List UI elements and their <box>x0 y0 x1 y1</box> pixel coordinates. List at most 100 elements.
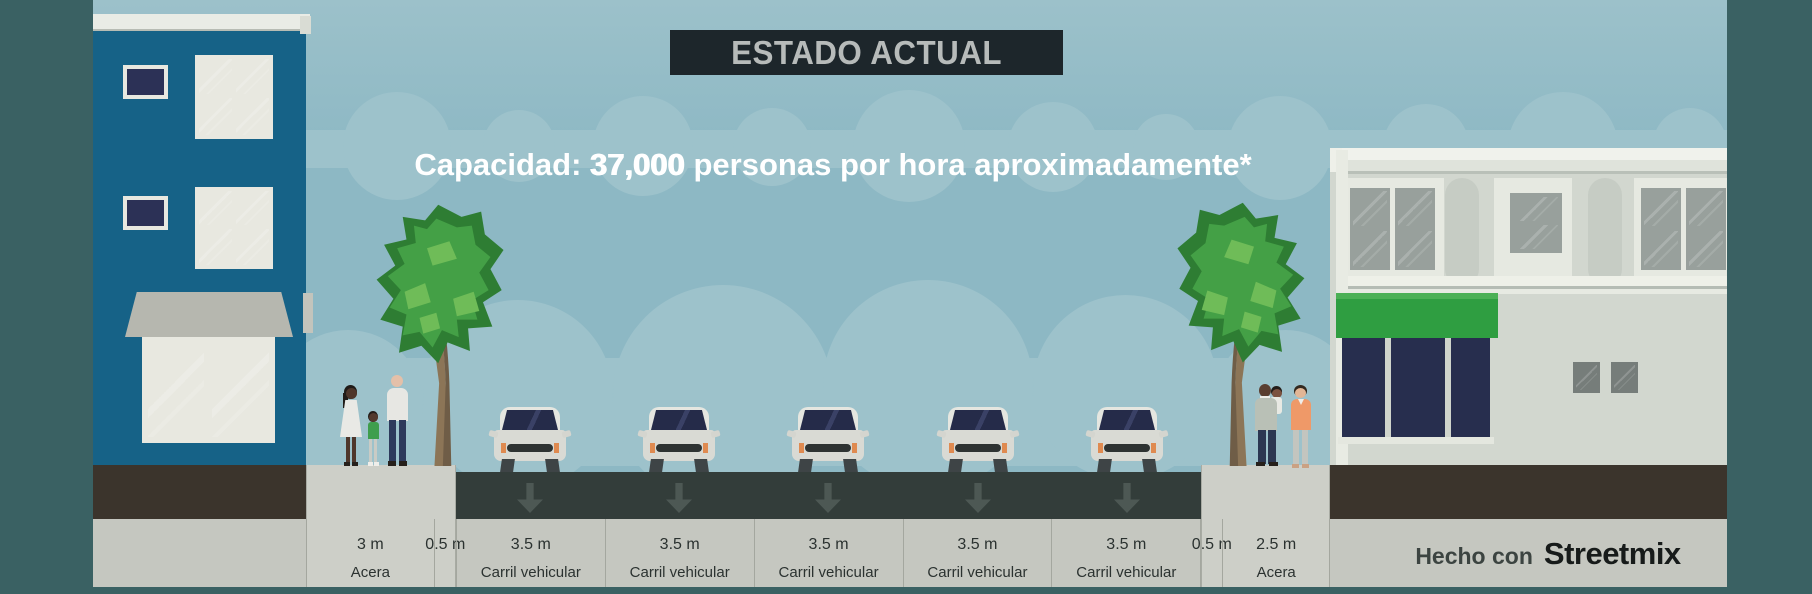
pedestrian-adult <box>385 375 410 466</box>
small-window <box>1611 362 1638 393</box>
segment-name-label: Carril vehicular <box>629 564 730 581</box>
storefront-mullion <box>1445 338 1451 437</box>
window-glass <box>236 229 269 265</box>
building-right-cornice-band <box>1336 160 1727 174</box>
segment-width-label: 3.5 m <box>957 536 998 553</box>
car <box>786 407 870 472</box>
cloud-puff <box>483 110 555 182</box>
small-window <box>1573 362 1600 393</box>
segment-carril-4: 3.5 m Carril vehicular <box>902 519 1052 587</box>
measurement-row: 3 m Acera 0.5 m 3.5 m Carril vehicular 3… <box>306 519 1330 587</box>
window-glass <box>236 191 269 225</box>
street-scene: 3 m Acera 0.5 m 3.5 m Carril vehicular 3… <box>93 0 1727 587</box>
segment-acera-left: 3 m Acera <box>306 519 434 587</box>
car-windshield <box>800 410 856 430</box>
storefront-sill <box>1338 437 1494 444</box>
window-glass <box>236 98 269 135</box>
storefront-glass <box>1342 338 1490 437</box>
window-glass <box>127 69 164 95</box>
pedestrian-man-with-child <box>1255 384 1285 466</box>
car <box>936 407 1020 472</box>
storefront-mullion <box>1385 338 1391 437</box>
cloud-puff <box>853 90 965 202</box>
segment-name-label: Carril vehicular <box>778 564 879 581</box>
segment-name-label: Carril vehicular <box>927 564 1028 581</box>
credit-line: Hecho con Streetmix <box>1383 536 1713 572</box>
cloud-puff <box>593 96 693 196</box>
segment-width-label: 3.5 m <box>510 536 551 553</box>
window <box>195 55 273 139</box>
segment-name-label: Carril vehicular <box>1076 564 1177 581</box>
tree <box>1177 202 1305 466</box>
car <box>488 407 572 472</box>
building-left-cornice-tab <box>300 16 311 34</box>
awning-gray <box>125 292 293 337</box>
segment-carril-2: 3.5 m Carril vehicular <box>604 519 754 587</box>
window-glass <box>199 191 232 225</box>
pilaster <box>1445 178 1479 286</box>
segment-carril-1: 3.5 m Carril vehicular <box>455 519 605 587</box>
cloud-puff <box>733 108 811 186</box>
storefront-glass <box>212 343 269 437</box>
building-left-cornice <box>93 14 310 31</box>
dirt-strip-right <box>1330 465 1727 519</box>
capacity-suffix: personas por hora aproximadamente* <box>693 147 1252 182</box>
cloud-puff <box>1228 96 1332 200</box>
storefront-window <box>142 337 275 443</box>
awning-side-flap <box>303 293 313 333</box>
segment-acera-right: 2.5 m Acera <box>1222 519 1330 587</box>
pedestrian-child <box>366 411 381 466</box>
window <box>1350 188 1390 270</box>
tree <box>376 204 504 466</box>
segment-width-label: 3.5 m <box>659 536 700 553</box>
segment-width-label: 2.5 m <box>1256 536 1297 553</box>
window-glass <box>1353 231 1387 267</box>
title-banner: ESTADO ACTUAL <box>670 30 1063 75</box>
pilaster <box>1588 178 1622 286</box>
window-glass <box>1689 191 1723 226</box>
window-glass <box>1644 231 1678 267</box>
segment-width-label: 0.5 m <box>1191 536 1232 553</box>
car-windshield <box>502 410 558 430</box>
segment-strip-left: 0.5 m <box>425 519 465 587</box>
segment-width-label: 3.5 m <box>808 536 849 553</box>
awning-green <box>1336 299 1498 338</box>
window <box>1395 188 1435 270</box>
window-glass <box>1514 197 1558 221</box>
car-windshield <box>950 410 1006 430</box>
cloud-puff <box>1008 102 1098 192</box>
building-right-cornice <box>1330 148 1727 160</box>
streetmix-logo: Streetmix <box>1543 536 1681 571</box>
capacity-prefix: Capacidad: <box>414 147 582 182</box>
segment-name-label: Acera <box>350 564 390 581</box>
window-glass <box>236 59 269 94</box>
cloud-puff <box>343 92 451 200</box>
cloud-puff <box>1133 114 1199 180</box>
segment-width-label: 3 m <box>357 536 384 553</box>
window <box>1641 188 1681 270</box>
capacity-text: Capacidad: 37,000 personas por hora apro… <box>233 147 1433 183</box>
car-windshield <box>1099 410 1155 430</box>
window-glass <box>1514 225 1558 249</box>
segment-name-label: Acera <box>1256 564 1296 581</box>
storefront-glass <box>148 343 204 437</box>
window-glass <box>1614 365 1635 390</box>
window <box>1510 193 1562 253</box>
dirt-strip-left <box>93 465 306 519</box>
page-title: ESTADO ACTUAL <box>731 33 1002 71</box>
window-glass <box>199 229 232 265</box>
segment-carril-5: 3.5 m Carril vehicular <box>1051 519 1200 587</box>
credit-prefix: Hecho con <box>1415 543 1533 569</box>
window-glass <box>1576 365 1597 390</box>
pedestrian-woman <box>339 385 363 466</box>
segment-carril-3: 3.5 m Carril vehicular <box>753 519 903 587</box>
building-right-band2 <box>1336 289 1727 294</box>
window <box>195 187 273 269</box>
window-glass <box>1353 191 1387 226</box>
window-glass <box>1398 231 1432 267</box>
sidewalk-left <box>306 465 456 587</box>
window <box>1686 188 1726 270</box>
car-windshield <box>651 410 707 430</box>
window-glass <box>1689 231 1723 267</box>
